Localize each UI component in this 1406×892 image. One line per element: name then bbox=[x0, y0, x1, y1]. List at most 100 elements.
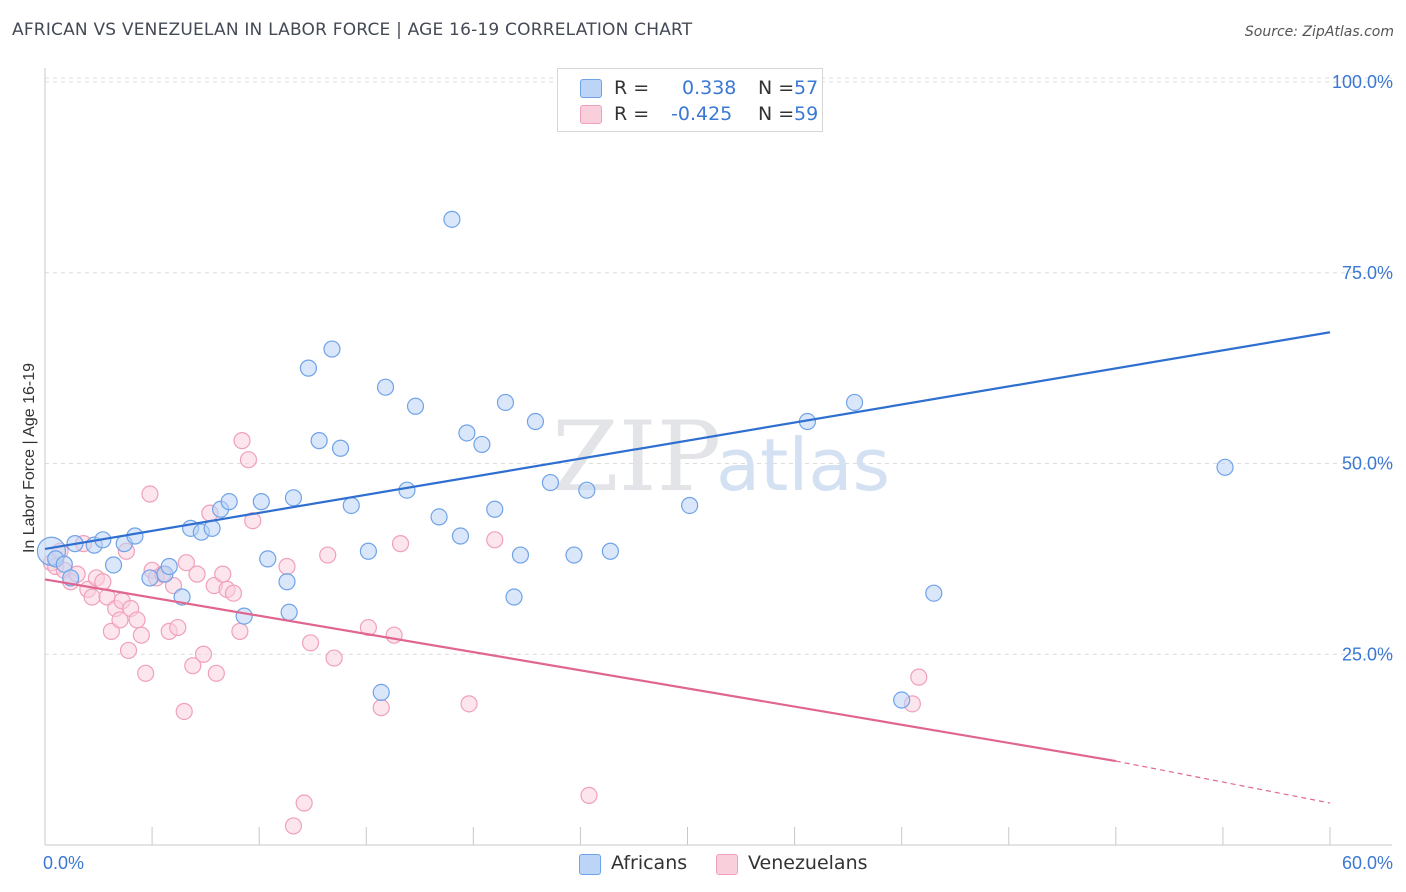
africans-point bbox=[141, 569, 159, 587]
africans-point bbox=[235, 607, 253, 625]
y-tick-label: 75.0% bbox=[1342, 263, 1393, 283]
africans-point bbox=[473, 435, 491, 454]
venezuelans-point bbox=[910, 668, 928, 686]
africans-point bbox=[458, 424, 476, 442]
axes bbox=[44, 68, 1392, 846]
africans-point bbox=[430, 508, 448, 526]
venezuelans-point bbox=[301, 634, 320, 652]
venezuelans-point bbox=[188, 565, 206, 583]
africans-r-value: 0.338 bbox=[682, 77, 737, 99]
n-label: N = bbox=[758, 103, 795, 125]
africans-trend-line bbox=[44, 331, 1331, 551]
venezuelans-point bbox=[128, 611, 146, 629]
africans-point bbox=[511, 546, 530, 564]
y-axis-label: In Labor Force | Age 16-19 bbox=[21, 363, 38, 553]
x-tick-label: 60.0% bbox=[1342, 853, 1393, 873]
venezuelans-trend-line bbox=[44, 578, 1117, 763]
venezuelans-swatch bbox=[580, 105, 602, 124]
x-tick-label: 0.0% bbox=[43, 853, 84, 873]
venezuelans-point bbox=[214, 565, 232, 583]
correlation-legend: R = 0.338 N = 57 R = -0.425 N = 59 bbox=[557, 68, 823, 132]
venezuelans-point bbox=[284, 817, 303, 835]
venezuelans-point bbox=[169, 618, 187, 637]
africans-point bbox=[451, 527, 470, 545]
africans-point bbox=[565, 546, 583, 564]
venezuelans-point bbox=[244, 512, 262, 530]
r-label: R = bbox=[614, 103, 650, 125]
venezuelans-point bbox=[184, 657, 202, 675]
venezuelans-point bbox=[295, 794, 313, 812]
africans-point bbox=[505, 588, 523, 606]
venezuelans-point bbox=[132, 626, 150, 644]
africans-point bbox=[925, 584, 943, 602]
africans-point bbox=[342, 496, 360, 515]
africans-point bbox=[893, 691, 911, 709]
venezuelans-point bbox=[175, 702, 193, 721]
africans-point bbox=[284, 489, 303, 507]
africans-point bbox=[220, 493, 238, 511]
venezuelans-point bbox=[102, 622, 120, 640]
africans-point bbox=[486, 500, 504, 518]
grid-lines bbox=[45, 77, 1392, 655]
venezuelans-point bbox=[372, 699, 390, 717]
venezuelans-point bbox=[83, 588, 101, 606]
africans-point bbox=[280, 603, 298, 621]
africans-point bbox=[526, 412, 545, 431]
venezuelans-legend-swatch bbox=[716, 854, 738, 875]
y-tick-label: 100.0% bbox=[1332, 72, 1393, 92]
venezuelans-point bbox=[385, 626, 403, 644]
venezuelans-point bbox=[278, 557, 296, 576]
africans-point bbox=[55, 555, 73, 573]
y-tick-label: 50.0% bbox=[1342, 454, 1393, 474]
africans-point bbox=[104, 556, 123, 574]
africans-point bbox=[310, 432, 328, 450]
venezuelans-point bbox=[233, 432, 251, 450]
source-label: Source: ZipAtlas.com bbox=[1244, 24, 1394, 40]
venezuelans-point bbox=[319, 546, 337, 564]
venezuelans-trend-extension bbox=[1115, 760, 1331, 804]
venezuelans-legend-label: Venezuelans bbox=[748, 852, 868, 874]
africans-point bbox=[160, 557, 178, 576]
venezuelans-point bbox=[486, 531, 504, 549]
venezuelans-point bbox=[207, 664, 225, 682]
africans-point bbox=[372, 683, 390, 702]
africans-point bbox=[681, 496, 699, 515]
venezuelans-point bbox=[359, 618, 377, 637]
trend-lines bbox=[44, 331, 1331, 804]
africans-point bbox=[299, 359, 318, 377]
africans-point bbox=[252, 493, 270, 511]
venezuelans-point bbox=[137, 664, 155, 682]
watermark-zip: ZIP bbox=[552, 401, 721, 513]
africans-point bbox=[62, 569, 80, 587]
africans-point bbox=[398, 481, 416, 499]
africans-point bbox=[541, 473, 560, 492]
africans-point bbox=[331, 439, 350, 457]
africans-point bbox=[601, 542, 620, 560]
venezuelans-point bbox=[111, 611, 129, 629]
africans-point bbox=[845, 393, 864, 412]
africans-point bbox=[278, 573, 296, 591]
zipatlas-watermark: ZIP atlas bbox=[552, 401, 890, 513]
venezuelans-point bbox=[194, 645, 213, 663]
africans-legend-swatch bbox=[579, 854, 601, 875]
venezuelans-point bbox=[164, 576, 183, 595]
venezuelans-point bbox=[231, 622, 249, 640]
venezuelans-r-value: -0.425 bbox=[671, 103, 733, 125]
venezuelans-point bbox=[460, 695, 478, 713]
venezuelans-point bbox=[141, 485, 159, 503]
venezuelans-n-value: 59 bbox=[794, 103, 819, 125]
africans-point bbox=[323, 340, 341, 358]
venezuelans-point bbox=[391, 535, 410, 553]
africans-legend-label: Africans bbox=[611, 852, 688, 874]
africans-point bbox=[259, 550, 277, 568]
africans-point bbox=[126, 527, 144, 545]
chart-title: AFRICAN VS VENEZUELAN IN LABOR FORCE | A… bbox=[12, 20, 693, 40]
y-tick-label: 25.0% bbox=[1342, 644, 1393, 664]
africans-swatch bbox=[580, 79, 602, 98]
venezuelans-point bbox=[119, 641, 138, 660]
r-label: R = bbox=[614, 77, 650, 99]
africans-point bbox=[359, 542, 377, 560]
venezuelans-point bbox=[325, 649, 343, 667]
africans-point bbox=[578, 481, 596, 499]
